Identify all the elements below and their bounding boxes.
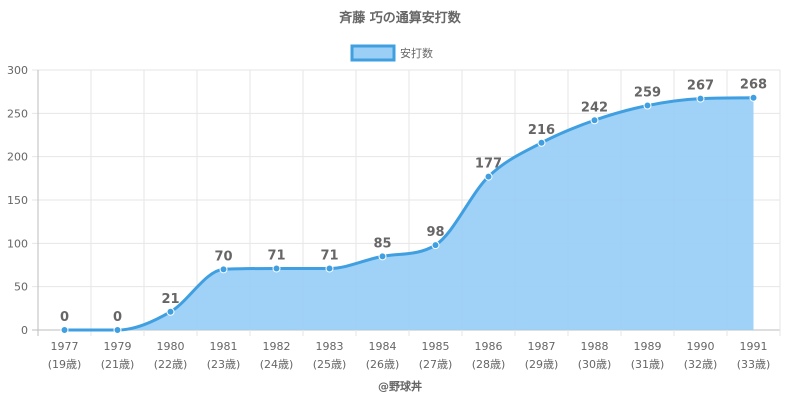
data-label: 21 — [161, 292, 179, 307]
x-axis: 1977 (19歳) 1979 (21歳) 1980 (22歳) 1981 (23歳) 1982… — [48, 340, 771, 371]
data-label: 259 — [634, 86, 661, 101]
x-tick-label-age: (27歳) — [419, 358, 453, 371]
x-tick-label-age: (28歳) — [472, 358, 506, 371]
y-tick-label: 250 — [7, 107, 28, 120]
x-tick-label-year: 1977 — [51, 340, 79, 353]
data-point — [749, 93, 758, 102]
data-label: 71 — [320, 248, 338, 263]
y-tick-label: 50 — [14, 281, 28, 294]
y-axis: 0 50 100 150 200 250 300 — [7, 64, 28, 337]
data-label: 98 — [426, 225, 444, 240]
series-hits — [64, 96, 754, 332]
data-point — [643, 101, 652, 110]
legend-swatch — [350, 44, 396, 62]
data-label: 0 — [113, 310, 122, 325]
y-tick-label: 150 — [7, 194, 28, 207]
chart-title: 斉藤 巧の通算安打数 — [339, 10, 462, 26]
data-label: 71 — [267, 248, 285, 263]
data-label: 267 — [687, 79, 714, 94]
x-tick-label-age: (22歳) — [154, 358, 188, 371]
y-tick-label: 100 — [7, 237, 28, 250]
x-tick-label-age: (23歳) — [207, 358, 241, 371]
x-tick-label-year: 1991 — [740, 340, 768, 353]
x-tick-label-year: 1986 — [475, 340, 503, 353]
data-point — [537, 138, 546, 147]
data-points — [60, 93, 758, 334]
x-tick-label-year: 1989 — [634, 340, 662, 353]
x-tick-label-age: (29歳) — [525, 358, 559, 371]
data-point — [484, 172, 493, 181]
x-tick-label-year: 1983 — [316, 340, 344, 353]
data-label: 70 — [214, 249, 232, 264]
data-label: 0 — [60, 310, 69, 325]
data-point — [113, 326, 122, 334]
y-tick-label: 300 — [7, 64, 28, 77]
x-tick-label-year: 1982 — [263, 340, 291, 353]
legend-label: 安打数 — [400, 46, 433, 60]
legend[interactable]: 安打数 — [350, 44, 433, 62]
x-tick-label-age: (32歳) — [684, 358, 718, 371]
x-tick-label-age: (31歳) — [631, 358, 665, 371]
credit-text: @野球丼 — [378, 379, 422, 393]
data-point — [325, 264, 334, 273]
series-line — [64, 96, 754, 332]
data-label: 216 — [528, 123, 555, 138]
x-tick-label-year: 1980 — [157, 340, 185, 353]
x-tick-label-age: (24歳) — [260, 358, 294, 371]
data-label: 177 — [475, 157, 502, 172]
x-tick-label-year: 1979 — [104, 340, 132, 353]
x-tick-label-year: 1987 — [528, 340, 556, 353]
x-tick-label-year: 1985 — [422, 340, 450, 353]
data-labels: 0 0 21 70 71 71 85 98 177 216 242 259 267 268 — [60, 78, 767, 325]
x-tick-label-year: 1981 — [210, 340, 238, 353]
x-tick-label-age: (19歳) — [48, 358, 82, 371]
x-tick-label-age: (21歳) — [101, 358, 135, 371]
data-point — [590, 116, 599, 125]
y-tick-label: 0 — [21, 324, 28, 337]
x-tick-label-year: 1984 — [369, 340, 397, 353]
x-tick-label-age: (25歳) — [313, 358, 347, 371]
x-tick-label-year: 1990 — [687, 340, 715, 353]
data-point — [272, 264, 281, 273]
data-label: 268 — [740, 78, 767, 93]
x-tick-label-year: 1988 — [581, 340, 609, 353]
x-tick-label-age: (30歳) — [578, 358, 612, 371]
data-point — [219, 265, 228, 274]
x-tick-label-age: (33歳) — [737, 358, 771, 371]
y-tick-label: 200 — [7, 151, 28, 164]
series-area — [64, 97, 754, 330]
data-point — [60, 326, 69, 334]
data-point — [378, 252, 387, 261]
data-label: 242 — [581, 100, 608, 115]
data-point — [431, 241, 440, 250]
data-point — [696, 94, 705, 103]
x-tick-label-age: (26歳) — [366, 358, 400, 371]
data-label: 85 — [373, 236, 391, 251]
data-point — [166, 307, 175, 316]
